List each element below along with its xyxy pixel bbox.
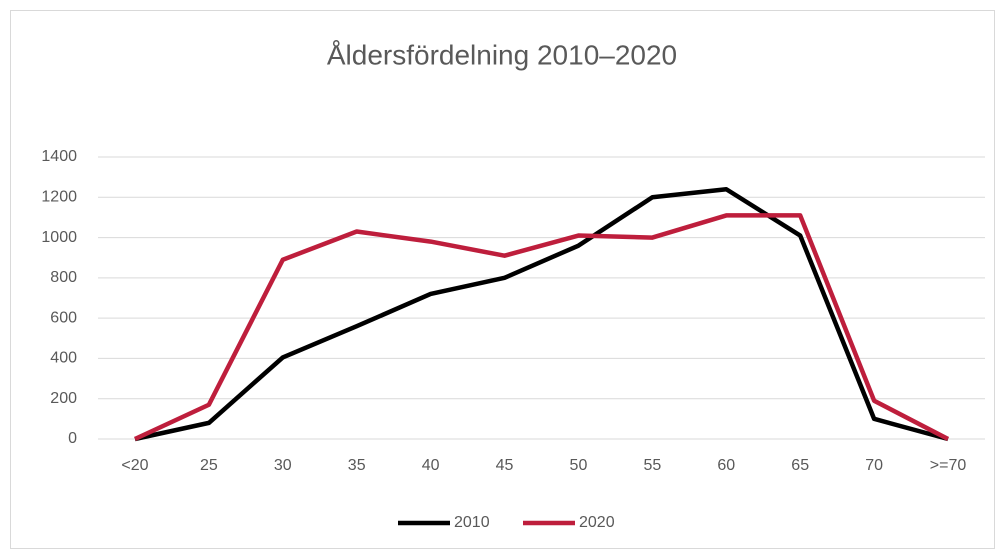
y-tick-label: 800 xyxy=(50,269,77,286)
series-line xyxy=(134,213,950,442)
x-tick-label: 60 xyxy=(717,457,735,474)
x-tick-label: 65 xyxy=(791,457,809,474)
y-tick-label: 0 xyxy=(68,430,77,447)
x-tick-label: 25 xyxy=(200,457,218,474)
x-tick-label: 30 xyxy=(274,457,292,474)
x-tick-label: 45 xyxy=(496,457,514,474)
legend-label: 2020 xyxy=(579,514,615,531)
x-tick-label: 35 xyxy=(348,457,366,474)
y-tick-label: 1000 xyxy=(41,229,77,246)
y-tick-label: 400 xyxy=(50,350,77,367)
x-tick-label: 50 xyxy=(570,457,588,474)
x-tick-label: 40 xyxy=(422,457,440,474)
x-tick-label: >=70 xyxy=(930,457,967,474)
x-tick-label: 55 xyxy=(643,457,661,474)
x-tick-label: 70 xyxy=(865,457,883,474)
legend-label: 2010 xyxy=(454,514,490,531)
x-tick-label: <20 xyxy=(121,457,148,474)
y-tick-label: 1400 xyxy=(41,148,77,165)
series-line xyxy=(134,186,949,442)
y-tick-label: 600 xyxy=(50,309,77,326)
chart-title: Åldersfördelning 2010–2020 xyxy=(327,39,677,70)
y-tick-label: 200 xyxy=(50,390,77,407)
y-tick-label: 1200 xyxy=(41,189,77,206)
